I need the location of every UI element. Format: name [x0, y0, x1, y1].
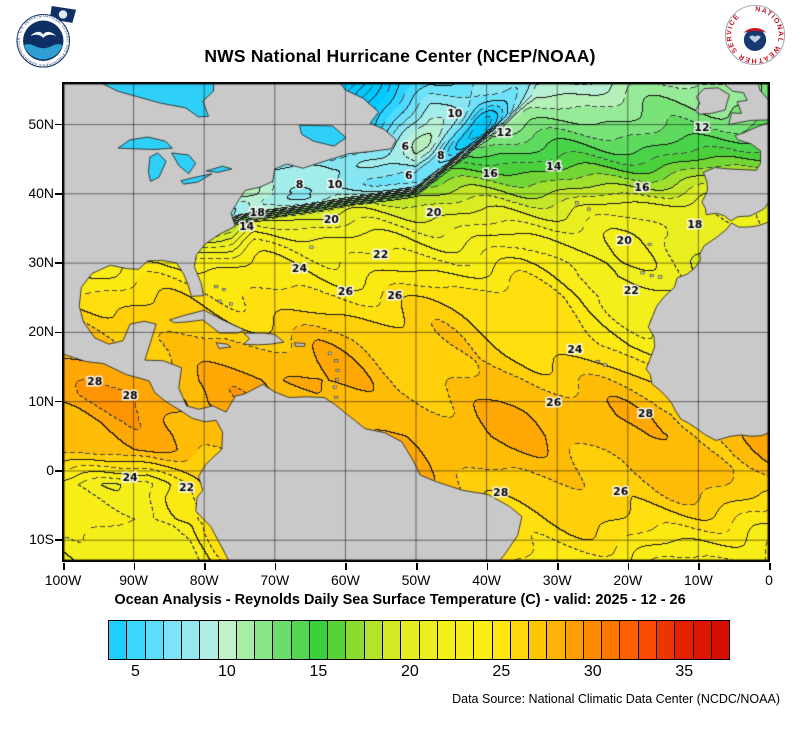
nws-bird-icon: [743, 27, 767, 34]
header: NATIONAL OCEANIC AND ATMOSPHERIC ADMINIS…: [0, 0, 800, 82]
x-tick-label: 10W: [683, 572, 713, 588]
colorbar-cell: [547, 621, 566, 659]
x-tick-mark: [274, 563, 277, 570]
colorbar-cell: [218, 621, 237, 659]
colorbar-cell: [456, 621, 475, 659]
colorbar-cell: [236, 621, 256, 659]
colorbar-cell: [328, 621, 347, 659]
data-source: Data Source: National Climatic Data Cent…: [452, 692, 780, 706]
colorbar-label: 10: [218, 663, 236, 680]
y-tick-label: 30N: [28, 254, 54, 271]
y-tick-mark: [55, 470, 62, 472]
colorbar-cell: [583, 621, 603, 659]
noaa-gull-icon: [30, 31, 57, 38]
colorbar-cell: [492, 621, 511, 659]
x-tick-mark: [63, 563, 65, 570]
colorbar-label: 5: [130, 663, 140, 680]
colorbar-cell: [346, 621, 365, 659]
y-tick-mark: [55, 262, 62, 264]
noaa-logo: NATIONAL OCEANIC AND ATMOSPHERIC ADMINIS…: [16, 4, 77, 68]
colorbar-cell: [620, 621, 639, 659]
x-tick-label: 100W: [44, 572, 82, 588]
colorbar-cell: [693, 621, 712, 659]
x-tick-label: 20W: [613, 572, 643, 588]
x-tick-mark: [486, 563, 489, 570]
y-tick-mark: [55, 400, 62, 403]
y-tick-mark: [55, 193, 62, 195]
y-tick-label: 50N: [28, 115, 54, 132]
nws-continent: [749, 35, 761, 43]
colorbar-cell: [565, 621, 584, 659]
colorbar-cell: [437, 621, 457, 659]
noaa-sea: [24, 44, 63, 60]
colorbar-cell: [364, 621, 383, 659]
y-tick-label: 40N: [28, 184, 54, 201]
colorbar-labels: 5 10 15 20 25 30 35: [108, 660, 730, 684]
colorbar-cell: [602, 621, 621, 659]
x-tick-label: 0: [765, 572, 773, 588]
colorbar-cell: [109, 621, 128, 659]
colorbar-cell: [382, 621, 402, 659]
colorbar-label: 35: [675, 663, 694, 680]
y-tick-label: 10N: [28, 392, 54, 409]
y-tick-mark: [55, 539, 62, 541]
x-tick-label: 80W: [189, 572, 219, 588]
x-tick-label: 50W: [401, 572, 431, 588]
x-tick-label: 60W: [330, 572, 360, 588]
x-tick-mark: [627, 563, 630, 570]
colorbar-cell: [401, 621, 420, 659]
colorbar-cell: [255, 621, 274, 659]
x-tick-label: 40W: [472, 572, 501, 588]
colorbar-cell: [638, 621, 657, 659]
colorbar-cell: [145, 621, 164, 659]
sst-map: 100W 90W 80W 70W 60W 50W 40W 30W 20W 10W 0 50N 40N 30…: [0, 82, 800, 588]
colorbar-cell: [656, 621, 676, 659]
colorbar-cell: [529, 621, 548, 659]
x-tick-mark: [698, 563, 700, 570]
colorbar-cell: [200, 621, 219, 659]
map-caption: Ocean Analysis - Reynolds Daily Sea Surf…: [114, 592, 686, 608]
colorbar-cell: [474, 621, 493, 659]
colorbar-cell: [163, 621, 183, 659]
nws-logo: NATIONAL WEATHER SERVICE: [724, 4, 786, 66]
x-tick-label: 70W: [260, 572, 290, 588]
colorbar-cell: [273, 621, 292, 659]
x-tick-mark: [133, 563, 136, 570]
colorbar-cell: [309, 621, 329, 659]
x-tick-mark: [557, 563, 559, 570]
x-tick-mark: [345, 563, 347, 570]
colorbar-cell: [510, 621, 530, 659]
y-tick-label: 10S: [29, 531, 54, 548]
y-tick-mark: [55, 123, 62, 126]
x-tick-mark: [416, 563, 418, 570]
colorbar-cell: [182, 621, 201, 659]
y-tick-mark: [55, 331, 62, 334]
colorbar-cell: [711, 621, 730, 659]
page-title: NWS National Hurricane Center (NCEP/NOAA…: [204, 46, 596, 66]
y-tick-label: 20N: [28, 323, 54, 340]
y-tick-label: 0: [46, 461, 54, 478]
colorbar-label: 25: [492, 663, 511, 680]
x-tick-label: 30W: [542, 572, 572, 588]
colorbar: [108, 620, 730, 660]
colorbar-cell: [419, 621, 438, 659]
sst-map-canvas: [62, 82, 770, 562]
colorbar-label: 30: [583, 663, 602, 680]
colorbar-cell: [291, 621, 310, 659]
colorbar-label: 20: [400, 663, 419, 680]
x-tick-mark: [204, 563, 206, 570]
colorbar-cell: [127, 621, 146, 659]
x-tick-label: 90W: [119, 572, 148, 588]
colorbar-cell: [675, 621, 694, 659]
colorbar-label: 15: [309, 663, 328, 680]
x-tick-mark: [769, 563, 771, 570]
